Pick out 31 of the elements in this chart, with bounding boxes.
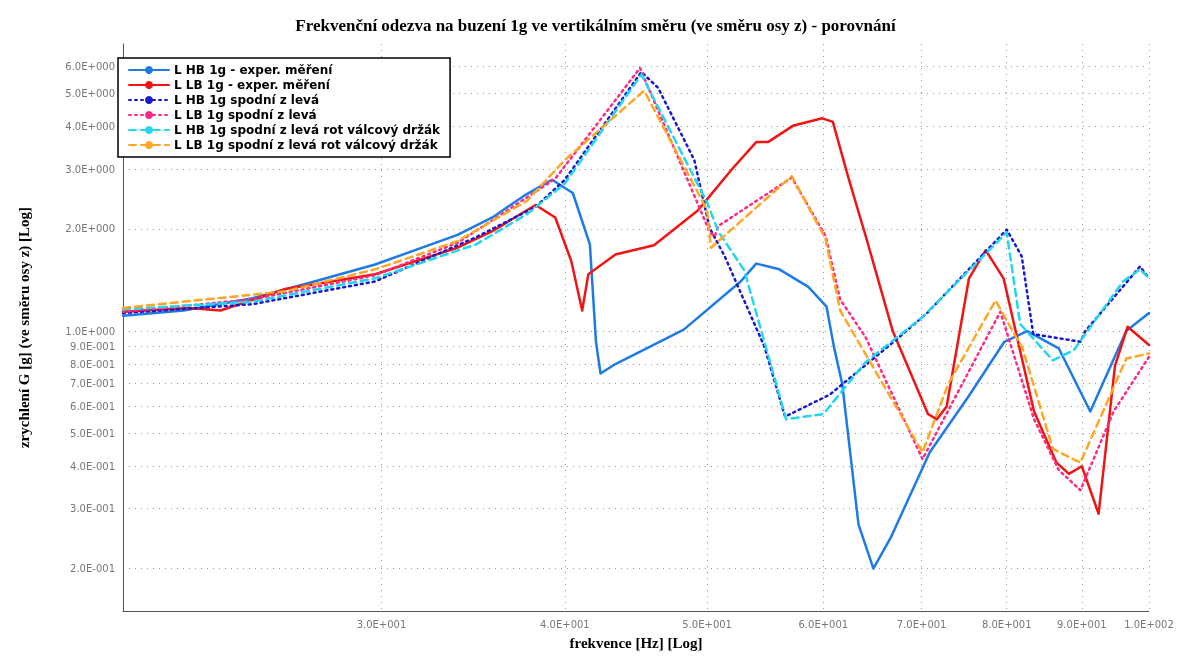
y-tick-label: 6.0E-001 — [70, 400, 115, 412]
x-tick-label: 3.0E+001 — [356, 618, 407, 630]
y-tick-label: 6.0E+000 — [65, 61, 115, 73]
y-tick-label: 3.0E+000 — [65, 163, 115, 175]
y-axis-title: zrychlení G [g] (ve směru osy z) [Log] — [15, 206, 33, 449]
y-tick-label: 8.0E-001 — [70, 358, 115, 370]
y-tick-label: 2.0E-001 — [70, 563, 115, 575]
x-tick-label: 7.0E+001 — [896, 618, 947, 630]
legend-label: L LB 1g spodní z levá rot válcový držák — [174, 138, 439, 152]
y-tick-label: 1.0E+000 — [65, 325, 115, 337]
y-tick-label: 9.0E-001 — [70, 341, 115, 353]
x-tick-label: 1.0E+002 — [1124, 618, 1174, 630]
y-tick-label: 4.0E-001 — [70, 460, 115, 472]
legend-label: L HB 1g spodní z levá — [174, 93, 320, 107]
x-axis-title: frekvence [Hz] [Log] — [569, 634, 703, 651]
x-tick-label: 8.0E+001 — [981, 618, 1032, 630]
x-tick-label: 6.0E+001 — [798, 618, 849, 630]
legend-label: L HB 1g spodní z levá rot válcový držák — [174, 123, 442, 137]
legend-label: L LB 1g spodní z levá — [174, 108, 317, 122]
legend-label: L HB 1g - exper. měření — [174, 63, 334, 77]
y-tick-label: 2.0E+000 — [65, 223, 115, 235]
legend-label: L LB 1g - exper. měření — [174, 78, 331, 92]
x-tick-label: 5.0E+001 — [682, 618, 732, 630]
chart-title: Frekvenční odezva na buzení 1g ve vertikálním směru (ve směru osy z) - porovnání — [295, 16, 896, 35]
x-tick-label: 4.0E+001 — [540, 618, 590, 630]
y-tick-label: 3.0E-001 — [70, 503, 115, 515]
y-tick-label: 4.0E+000 — [65, 121, 115, 133]
x-tick-label: 9.0E+001 — [1056, 618, 1107, 630]
y-tick-label: 5.0E-001 — [70, 427, 115, 439]
y-tick-label: 7.0E-001 — [70, 378, 115, 390]
y-tick-label: 5.0E+000 — [65, 88, 115, 100]
